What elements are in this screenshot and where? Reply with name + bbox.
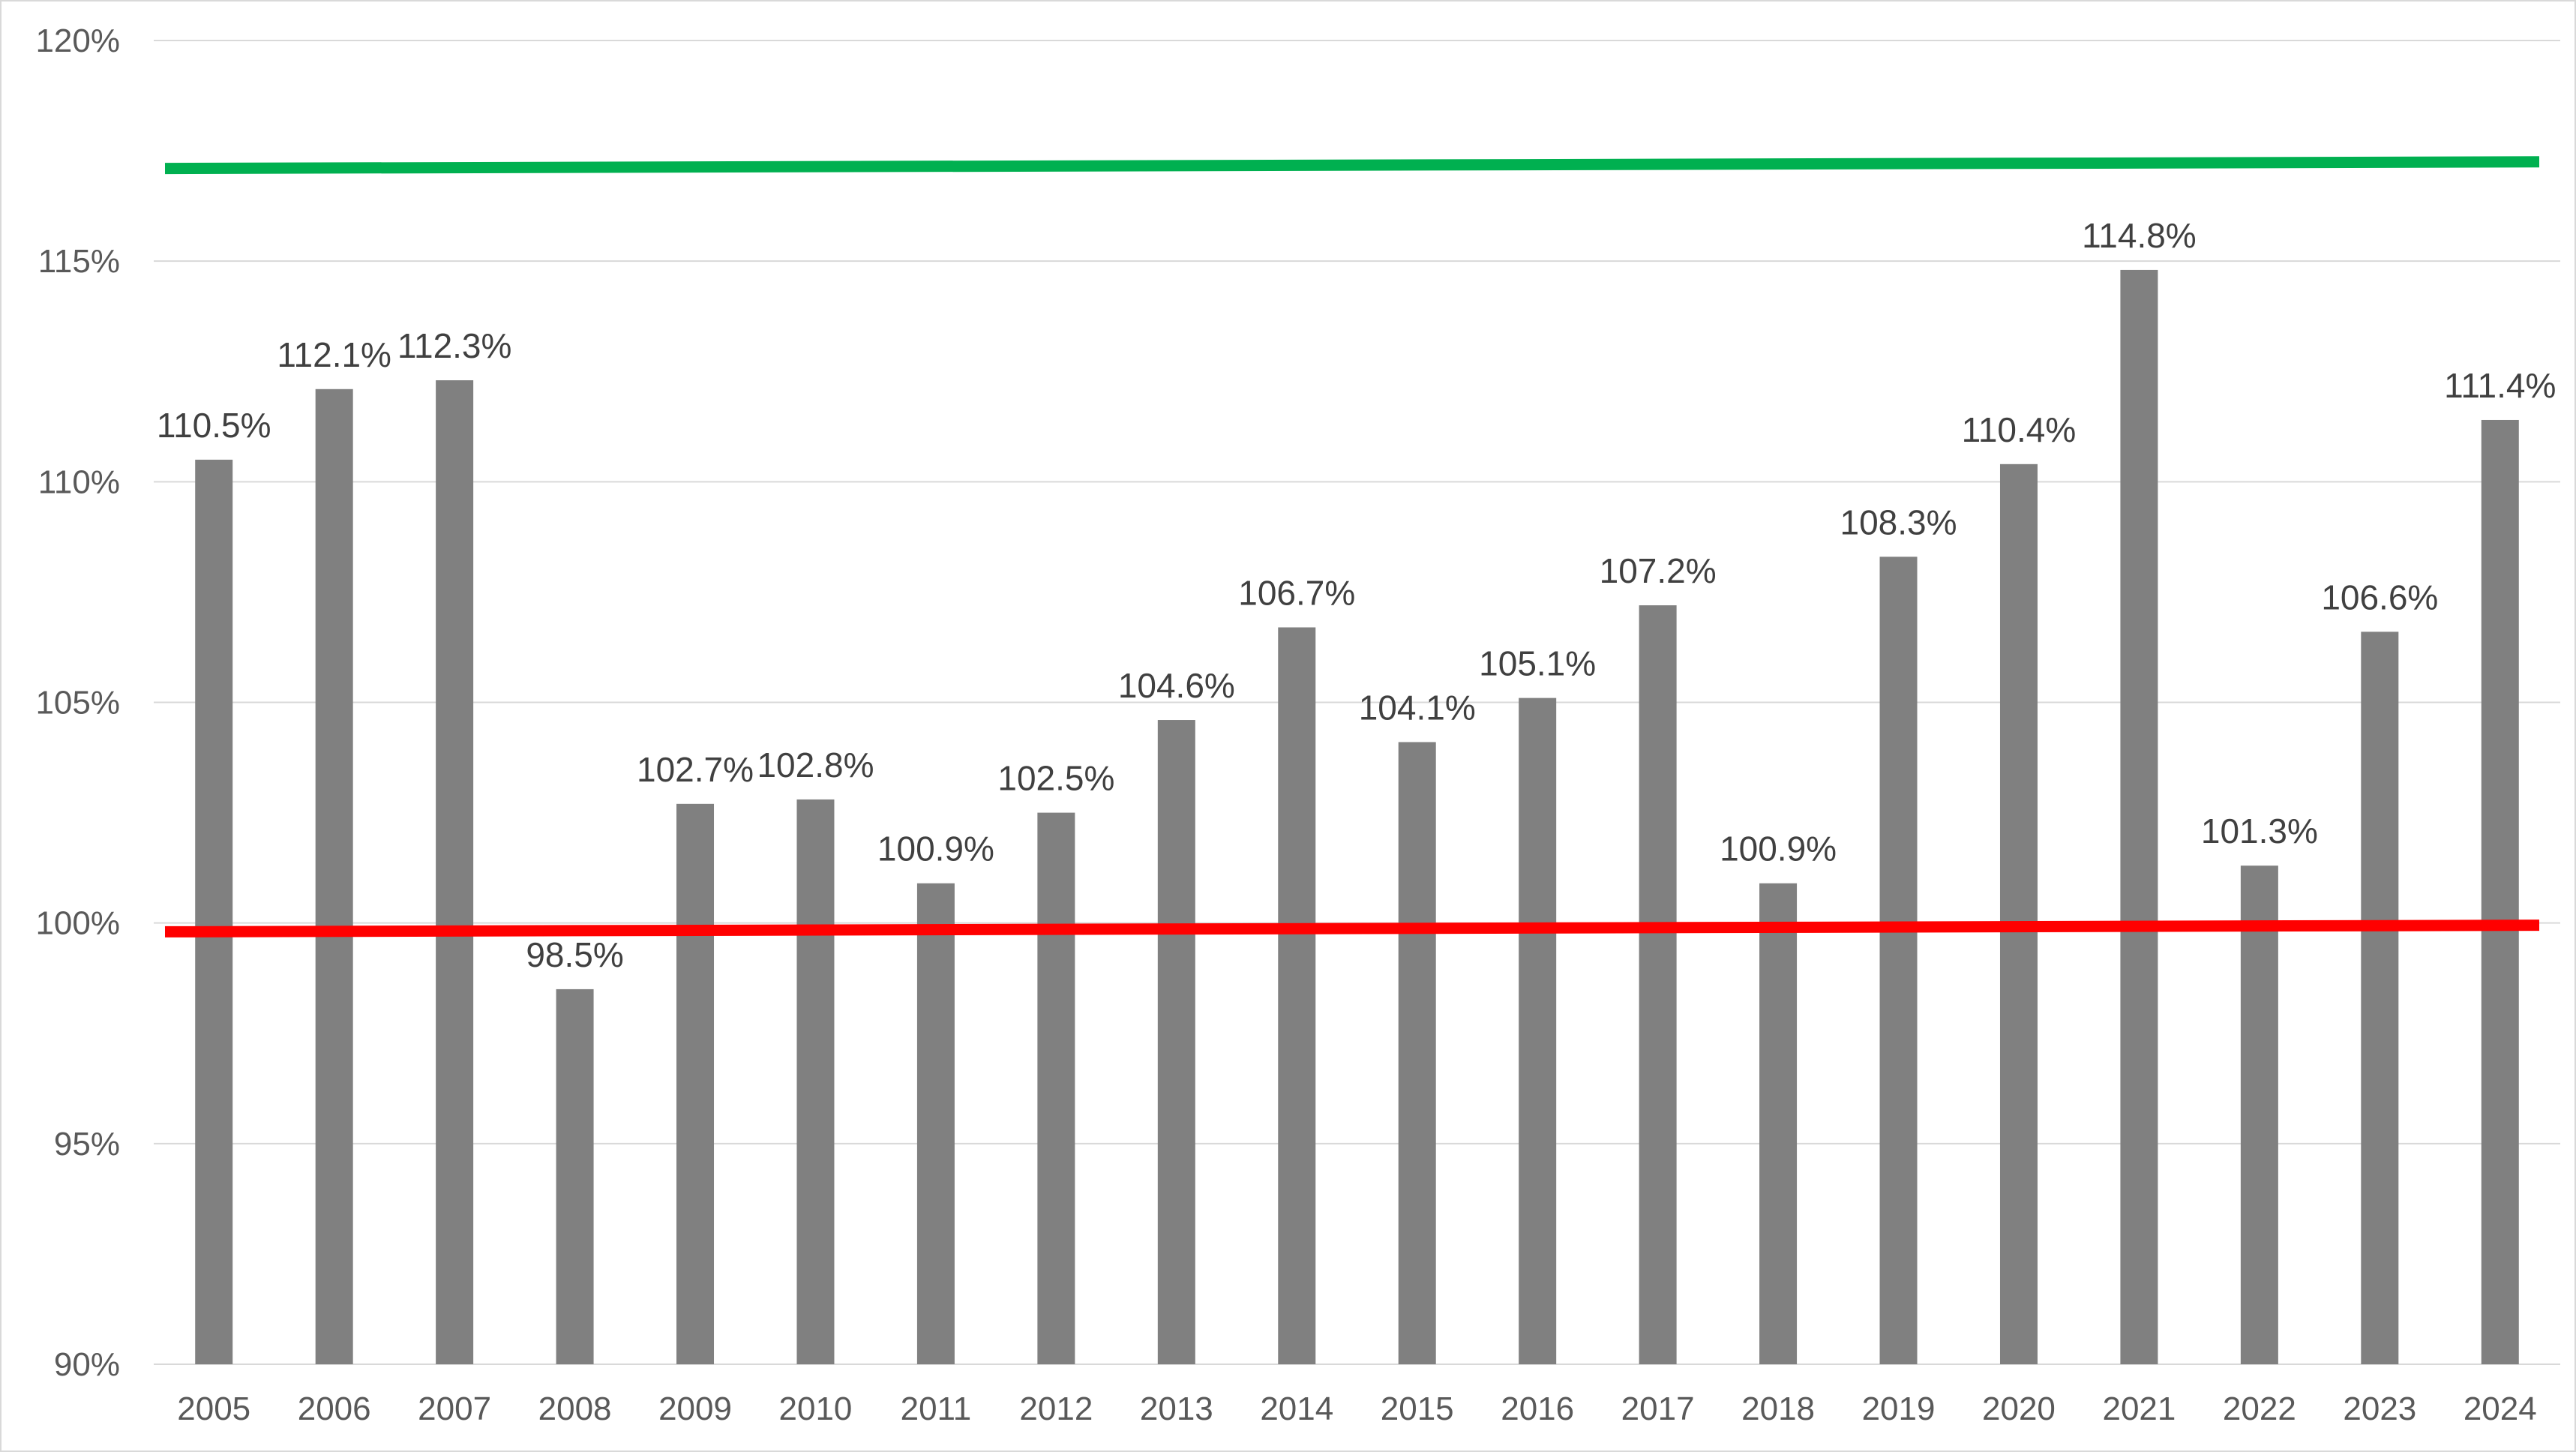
y-tick-label: 95%	[54, 1126, 120, 1162]
x-tick-label: 2014	[1260, 1390, 1333, 1427]
data-label: 110.5%	[157, 406, 271, 445]
data-label: 105.1%	[1479, 644, 1596, 683]
bars	[195, 269, 2519, 1365]
x-tick-label: 2016	[1501, 1390, 1574, 1427]
data-label: 100.9%	[1720, 830, 1837, 868]
bar	[2361, 632, 2399, 1364]
data-label: 100.9%	[877, 830, 994, 868]
x-tick-label: 2011	[901, 1390, 972, 1427]
data-label: 108.3%	[1840, 502, 1957, 542]
y-tick-label: 90%	[54, 1346, 120, 1383]
bar	[1879, 556, 1918, 1364]
x-tick-label: 2008	[538, 1390, 612, 1427]
bar	[1037, 812, 1075, 1364]
data-label: 106.6%	[2321, 578, 2438, 616]
bar	[195, 459, 233, 1364]
y-tick-label: 120%	[35, 22, 120, 59]
bar	[1999, 464, 2038, 1364]
x-tick-label: 2022	[2223, 1390, 2296, 1427]
data-label: 112.3%	[397, 326, 512, 365]
x-tick-label: 2013	[1140, 1390, 1213, 1427]
data-label: 102.5%	[997, 759, 1114, 798]
data-label: 110.4%	[1962, 410, 2077, 449]
data-label: 102.8%	[757, 746, 874, 784]
bar	[676, 803, 715, 1364]
y-axis-tick-labels: 90% 95% 100% 105% 110% 115% 120%	[35, 22, 120, 1383]
x-tick-label: 2018	[1741, 1390, 1815, 1427]
x-tick-label: 2005	[177, 1390, 250, 1427]
y-tick-label: 115%	[38, 243, 120, 280]
x-axis-tick-labels: 2005 2006 2007 2008 2009 2010 2011 2012 2013 2014…	[177, 1390, 2536, 1427]
bar	[916, 883, 955, 1364]
bar	[2120, 269, 2158, 1364]
bar	[1157, 720, 1195, 1364]
x-tick-label: 2020	[1982, 1390, 2056, 1427]
bar	[556, 988, 594, 1364]
data-labels: 110.5%112.1% 112.3% 98.5% 102.7% 102.8% 100.9…	[157, 216, 2556, 974]
reference-line	[164, 920, 2540, 938]
bar	[1519, 698, 1557, 1364]
data-label: 102.7%	[637, 750, 754, 789]
x-tick-label: 2007	[418, 1390, 491, 1427]
x-tick-label: 2021	[2102, 1390, 2176, 1427]
x-tick-label: 2006	[298, 1390, 371, 1427]
bar	[1278, 627, 1316, 1364]
bar	[2240, 866, 2278, 1364]
x-tick-label: 2009	[658, 1390, 732, 1427]
x-tick-label: 2024	[2464, 1390, 2537, 1427]
bar	[1759, 883, 1798, 1364]
x-tick-label: 2017	[1621, 1390, 1695, 1427]
x-tick-label: 2010	[779, 1390, 853, 1427]
bar	[436, 380, 474, 1365]
bar	[1398, 742, 1436, 1364]
bar	[2481, 419, 2519, 1364]
data-label: 107.2%	[1600, 551, 1717, 590]
data-label: 101.3%	[2201, 812, 2318, 850]
bar	[315, 388, 353, 1364]
x-tick-label: 2012	[1019, 1390, 1093, 1427]
data-label: 98.5%	[526, 935, 623, 974]
bar	[1639, 605, 1677, 1364]
data-label: 112.1%	[277, 335, 391, 374]
data-label: 106.7%	[1238, 573, 1355, 612]
gridlines	[154, 40, 2560, 1365]
reference-line	[164, 156, 2540, 175]
x-tick-label: 2023	[2343, 1390, 2416, 1427]
y-tick-label: 100%	[35, 905, 120, 942]
reference-lines	[164, 156, 2540, 938]
bar	[796, 799, 835, 1364]
y-tick-label: 105%	[35, 685, 120, 722]
x-tick-label: 2015	[1381, 1390, 1454, 1427]
data-label: 104.6%	[1118, 666, 1235, 705]
data-label: 114.8%	[2082, 216, 2197, 255]
y-tick-label: 110%	[38, 464, 120, 500]
data-label: 111.4%	[2444, 366, 2556, 405]
data-label: 104.1%	[1359, 688, 1476, 727]
x-tick-label: 2019	[1862, 1390, 1936, 1427]
